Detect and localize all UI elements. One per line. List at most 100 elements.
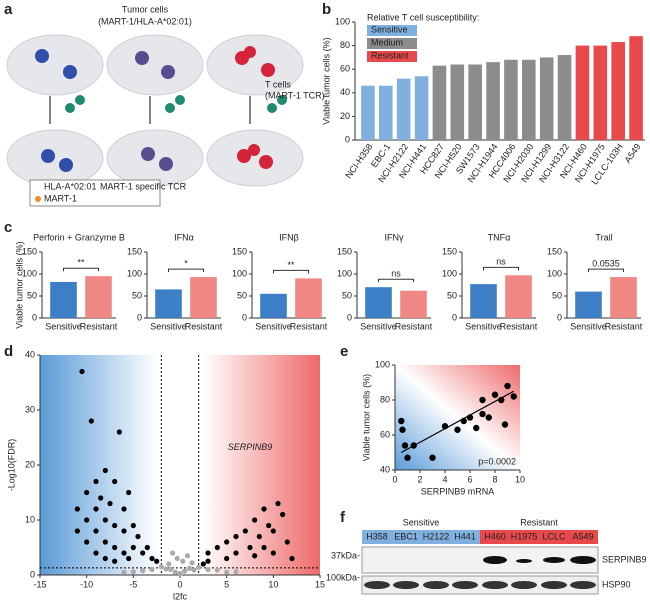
x-tick-label: 10 [515, 474, 525, 484]
point [121, 550, 127, 556]
x-tick-label: 2 [417, 474, 422, 484]
y-tick-label: 0 [242, 312, 247, 322]
point [473, 424, 480, 432]
bracket [63, 267, 99, 272]
y-axis-label: Viable tumor cells (%) [361, 374, 371, 461]
annotation: * [184, 258, 188, 268]
x-tick-label: 4 [442, 474, 447, 484]
group-label: Sensitive [403, 517, 440, 527]
y-tick-label: 0 [452, 312, 457, 322]
point [429, 454, 436, 461]
point [116, 429, 122, 435]
legend-swatch [367, 25, 417, 36]
y-tick-label: 60 [380, 429, 390, 439]
annotation: ns [391, 269, 401, 279]
x-tick-label: 15 [315, 579, 325, 589]
point [205, 558, 211, 564]
bar [155, 289, 182, 318]
diagram: Tumor cells (MART-1/HLA-A*02:01) T cells… [6, 4, 325, 207]
point [485, 414, 492, 421]
chart-title: IFNγ [385, 232, 404, 242]
y-tick-label: 80 [380, 394, 390, 404]
point [247, 544, 253, 551]
point [404, 454, 411, 461]
x-tick-label: Sensitive [255, 321, 292, 331]
chart-title: TNFα [488, 232, 511, 242]
point [93, 528, 99, 534]
point [149, 566, 155, 573]
bar [593, 45, 608, 140]
x-tick-label: Resistant [605, 321, 643, 331]
bar [379, 85, 393, 140]
point [166, 561, 172, 567]
bar [260, 293, 287, 318]
bar [414, 76, 429, 140]
y-tick-label: 50 [447, 290, 457, 300]
bar [468, 64, 482, 140]
point [168, 566, 174, 573]
point [121, 569, 127, 575]
point [93, 478, 99, 485]
marker-label: 100kDa- [326, 572, 360, 582]
bar [575, 45, 590, 140]
lane-label: H1975 [511, 531, 538, 541]
point [149, 555, 155, 562]
point [112, 558, 118, 564]
point [121, 506, 127, 512]
x-tick-label: -5 [129, 579, 137, 589]
point [93, 506, 99, 512]
y-tick-label: 20 [340, 111, 350, 121]
x-tick-label: Sensitive [360, 321, 397, 331]
x-tick-label: 8 [492, 474, 497, 484]
y-tick-label: 150 [442, 246, 457, 256]
bar [361, 85, 375, 140]
legend-title: Relative T cell susceptibility: [367, 12, 479, 22]
point [184, 553, 191, 559]
x-tick-label: Resistant [500, 321, 538, 331]
label: Tumor cells [122, 4, 169, 14]
x-tick-label: -15 [33, 579, 46, 589]
x-tick-label: -10 [80, 579, 93, 589]
point [214, 567, 220, 573]
point [74, 506, 80, 512]
point [102, 539, 108, 545]
point [102, 555, 108, 562]
bar [611, 42, 625, 141]
legend-swatch [367, 38, 417, 49]
point [169, 550, 176, 556]
bar [295, 278, 322, 318]
chart-title: IFNα [174, 232, 194, 242]
bar [432, 65, 447, 140]
point [454, 426, 461, 433]
annotation: p=0.0002 [478, 456, 516, 466]
y-tick-label: 150 [22, 246, 37, 256]
y-tick-label: 100 [335, 16, 350, 26]
point [205, 550, 211, 556]
x-tick-label: 6 [467, 474, 472, 484]
background [40, 355, 320, 575]
y-tick-label: 20 [25, 459, 35, 469]
x-axis-label: SERPINB9 mRNA [421, 486, 495, 496]
point [233, 533, 239, 540]
point [121, 528, 127, 534]
point [93, 550, 99, 556]
y-tick-label: 0 [30, 569, 35, 579]
legend-label: MART-1 specific TCR [100, 181, 187, 191]
y-tick-label: 0 [347, 312, 352, 322]
point [174, 555, 180, 562]
bar [629, 36, 643, 140]
bar [365, 287, 392, 318]
y-tick-label: 0 [137, 312, 142, 322]
annotation: ** [77, 258, 85, 268]
legend-label: MART-1 [44, 193, 77, 203]
point [289, 555, 295, 562]
point [280, 511, 286, 518]
bar [522, 59, 536, 141]
annotation: SERPINB9 [228, 442, 273, 452]
legend-label: Sensitive [371, 24, 408, 34]
point [130, 522, 136, 529]
x-tick-label: Resistant [185, 321, 223, 331]
bar [190, 277, 217, 318]
point [491, 391, 499, 398]
x-tick-label: Resistant [290, 321, 328, 331]
